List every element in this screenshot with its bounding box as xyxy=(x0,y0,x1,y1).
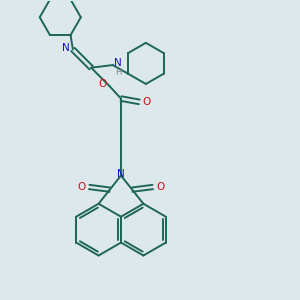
Text: O: O xyxy=(142,97,151,107)
Text: O: O xyxy=(98,79,106,89)
Text: N: N xyxy=(117,169,125,179)
Text: O: O xyxy=(78,182,86,192)
Text: N: N xyxy=(62,43,70,53)
Text: H: H xyxy=(115,68,122,77)
Text: O: O xyxy=(156,182,164,192)
Text: N: N xyxy=(115,58,122,68)
